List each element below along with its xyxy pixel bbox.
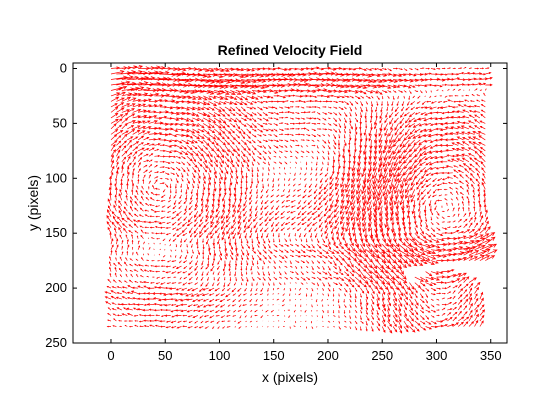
x-tick-label: 100 (209, 348, 231, 363)
y-tick-label: 150 (45, 225, 67, 240)
y-tick-label: 200 (45, 280, 67, 295)
plot-frame (72, 62, 508, 344)
x-tick-label: 200 (317, 348, 339, 363)
y-axis-label: y (pixels) (25, 175, 41, 231)
x-tick-label: 250 (371, 348, 393, 363)
x-tick-label: 50 (158, 348, 172, 363)
y-tick-label: 100 (45, 170, 67, 185)
vector-arrows (104, 65, 498, 334)
velocity-arrow-set (104, 65, 498, 334)
y-tick-label: 50 (53, 115, 67, 130)
x-tick-label: 300 (426, 348, 448, 363)
y-tick-label: 0 (60, 60, 67, 75)
chart-title: Refined Velocity Field (218, 42, 363, 58)
x-tick-label: 150 (263, 348, 285, 363)
x-axis-ticks: 0 50 100 150 200 250 300 350 (107, 63, 502, 363)
x-tick-label: 0 (107, 348, 114, 363)
x-axis-label: x (pixels) (262, 369, 318, 385)
y-tick-label: 250 (45, 335, 67, 350)
x-tick-label: 350 (480, 348, 502, 363)
y-axis-ticks: 0 50 100 150 200 250 (45, 60, 507, 350)
